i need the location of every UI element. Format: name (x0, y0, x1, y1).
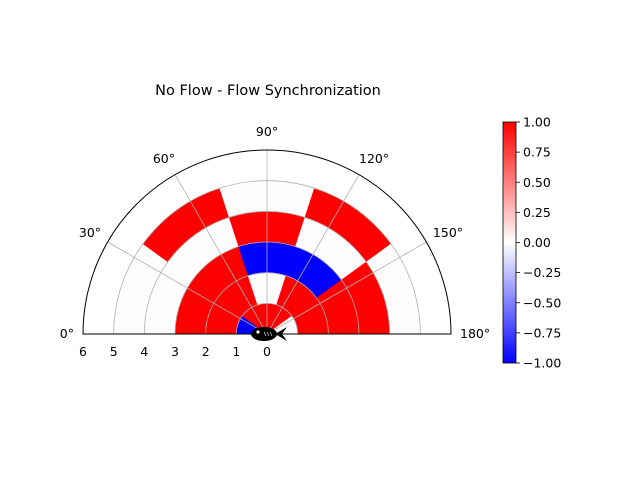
angle-tick-label: 0° (60, 326, 74, 341)
radial-tick-label: 5 (110, 344, 118, 359)
angle-tick-labels: 0° 30° 60° 90° 120° 150° 180° (60, 124, 490, 341)
colorbar-tick-label: −0.25 (523, 265, 561, 280)
colorbar-tick-label: 0.25 (523, 205, 551, 220)
radial-tick-label: 4 (140, 344, 148, 359)
chart-title: No Flow - Flow Synchronization (155, 83, 381, 99)
radial-tick-label: 0 (263, 344, 271, 359)
radial-tick-label: 2 (202, 344, 210, 359)
polar-grid (107, 150, 427, 335)
fish-icon (251, 327, 287, 341)
colorbar-tick-label: −1.00 (523, 356, 561, 371)
angle-tick-label: 150° (433, 225, 463, 240)
plot-area (82, 149, 452, 335)
angular-gridline (174, 174, 268, 335)
angle-tick-label: 180° (460, 326, 490, 341)
radial-tick-label: 3 (171, 344, 179, 359)
angle-tick-label: 30° (79, 225, 101, 240)
radial-tick-labels: 6 5 4 3 2 1 0 (79, 344, 271, 359)
angular-gridline (107, 241, 268, 335)
colorbar-tick-label: 0.00 (523, 235, 551, 250)
colorbar-gradient (502, 121, 517, 364)
colorbar-tick-label: −0.75 (523, 325, 561, 340)
angle-tick-label: 60° (153, 151, 175, 166)
angular-gridline (266, 174, 360, 335)
colorbar-tick-label: 0.75 (523, 145, 551, 160)
radial-tick-label: 6 (79, 344, 87, 359)
angular-gridline (266, 241, 427, 335)
angle-tick-label: 90° (256, 124, 278, 139)
colorbar: 1.00 0.75 0.50 0.25 0.00 −0.25 −0.50 −0.75 −1.00 (502, 115, 561, 371)
radial-tick-label: 1 (232, 344, 240, 359)
colorbar-tick-label: 0.50 (523, 175, 551, 190)
colorbar-tick-label: −0.50 (523, 295, 561, 310)
colorbar-ticks: 1.00 0.75 0.50 0.25 0.00 −0.25 −0.50 −0.75 −1.00 (516, 115, 561, 371)
angle-tick-label: 120° (359, 151, 389, 166)
plot-outline (82, 149, 452, 335)
colorbar-tick-label: 1.00 (523, 115, 551, 130)
